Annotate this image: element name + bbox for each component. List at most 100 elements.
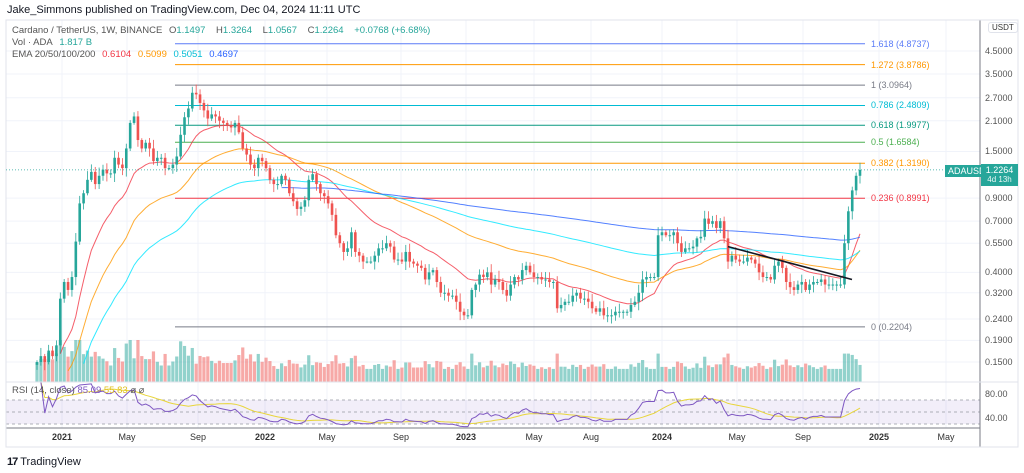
- time-label: Sep: [189, 432, 207, 442]
- low-value: 1.0567: [267, 25, 297, 36]
- candle-body: [284, 175, 287, 180]
- volume-bar: [695, 363, 699, 382]
- rsi-line: [40, 381, 861, 428]
- volume-bar: [528, 364, 532, 382]
- candle-body: [66, 281, 70, 290]
- candle-body: [264, 161, 268, 169]
- fib-retracement: [175, 43, 865, 328]
- fib-level-label: 0.382 (1.3190): [871, 158, 930, 169]
- volume-bar: [606, 368, 610, 382]
- volume-bar: [582, 368, 586, 382]
- candle-body: [478, 274, 481, 285]
- volume-bar: [217, 360, 222, 382]
- volume-bar: [299, 367, 303, 382]
- volume-bar: [380, 368, 385, 382]
- candle-body: [392, 246, 396, 260]
- candle-body: [206, 110, 210, 119]
- volume-bar: [668, 368, 672, 382]
- time-label: Sep: [392, 432, 410, 442]
- candle-body: [687, 248, 691, 250]
- candle-body: [645, 277, 648, 280]
- volume-bar: [838, 368, 843, 382]
- candle-body: [416, 263, 419, 266]
- candle-body: [524, 265, 528, 271]
- candle-body: [404, 251, 408, 262]
- candle-body: [431, 270, 435, 273]
- volume-bar: [338, 363, 342, 382]
- candle-body: [652, 277, 656, 279]
- candle-body: [373, 255, 377, 262]
- candle-body: [552, 281, 555, 283]
- brand-name: TradingView: [20, 456, 81, 468]
- candle-body: [796, 284, 800, 290]
- candle-body: [781, 261, 784, 268]
- volume-bar: [578, 364, 583, 382]
- candle-body: [602, 308, 606, 316]
- fib-level-label: 0.5 (1.6584): [871, 137, 920, 148]
- volume-bar: [190, 347, 194, 382]
- fib-level-label: 0.786 (2.4809): [871, 100, 930, 111]
- candle-body: [249, 154, 252, 165]
- candle-body: [847, 211, 850, 244]
- candle-body: [198, 94, 202, 103]
- ema50-value: 0.5099: [137, 49, 167, 60]
- candle-body: [388, 243, 392, 247]
- candle-body: [649, 277, 652, 279]
- volume-bar: [264, 357, 268, 382]
- candle-body: [447, 292, 450, 296]
- ema200-value: 0.4697: [209, 49, 239, 60]
- rsi-pane: [6, 381, 980, 428]
- candle-body: [124, 148, 128, 169]
- volume-bar: [765, 368, 769, 382]
- volume-bar: [446, 366, 451, 382]
- volume-bar: [664, 366, 668, 382]
- price-axis-label: 0.4000: [985, 267, 1013, 278]
- volume-bar: [501, 363, 505, 382]
- candle-body: [734, 255, 738, 260]
- volume-bar: [322, 366, 326, 382]
- volume-bar: [291, 363, 295, 382]
- volume-legend: Vol · ADA 1.817 B: [12, 37, 96, 48]
- volume-bar: [334, 355, 338, 382]
- candle-body: [144, 142, 147, 149]
- close-value: 1.2264: [314, 25, 344, 36]
- candle-body: [489, 272, 493, 285]
- candle-body: [660, 232, 664, 236]
- volume-bar: [551, 368, 555, 382]
- price-axis-label: 0.9000: [985, 193, 1013, 204]
- volume-bar: [171, 361, 175, 382]
- volume-bar: [691, 367, 695, 382]
- candle-body: [843, 243, 846, 285]
- candle-body: [505, 289, 509, 296]
- tradingview-logo[interactable]: 17 TradingView: [7, 456, 81, 468]
- volume-bar: [780, 364, 784, 382]
- candle-body: [540, 277, 543, 280]
- candle-body: [408, 251, 411, 262]
- candle-body: [563, 301, 567, 305]
- ema50-line: [67, 148, 861, 371]
- volume-bar: [113, 348, 117, 382]
- candle-body: [536, 277, 540, 279]
- candle-body: [361, 255, 365, 262]
- symbol-name: Cardano / TetherUS, 1W, BINANCE: [12, 25, 163, 36]
- candle-body: [835, 284, 839, 286]
- time-label: May: [118, 432, 136, 442]
- volume-bar: [120, 361, 125, 382]
- volume-bar: [58, 340, 62, 382]
- candle-body: [132, 116, 136, 123]
- volume-bar: [311, 365, 315, 382]
- volume-bar: [74, 340, 78, 382]
- volume-bar: [660, 366, 664, 382]
- candle-body: [342, 243, 345, 252]
- candle-body: [260, 157, 264, 162]
- volume-bar: [571, 364, 575, 382]
- candle-body: [303, 200, 307, 207]
- candle-body: [237, 122, 241, 133]
- ema20-line: [59, 124, 861, 354]
- volume-bar: [116, 357, 121, 382]
- candle-body: [439, 281, 443, 293]
- candle-body: [784, 267, 788, 282]
- volume-value: 1.817 B: [59, 37, 93, 48]
- open-value: 1.1497: [176, 25, 206, 36]
